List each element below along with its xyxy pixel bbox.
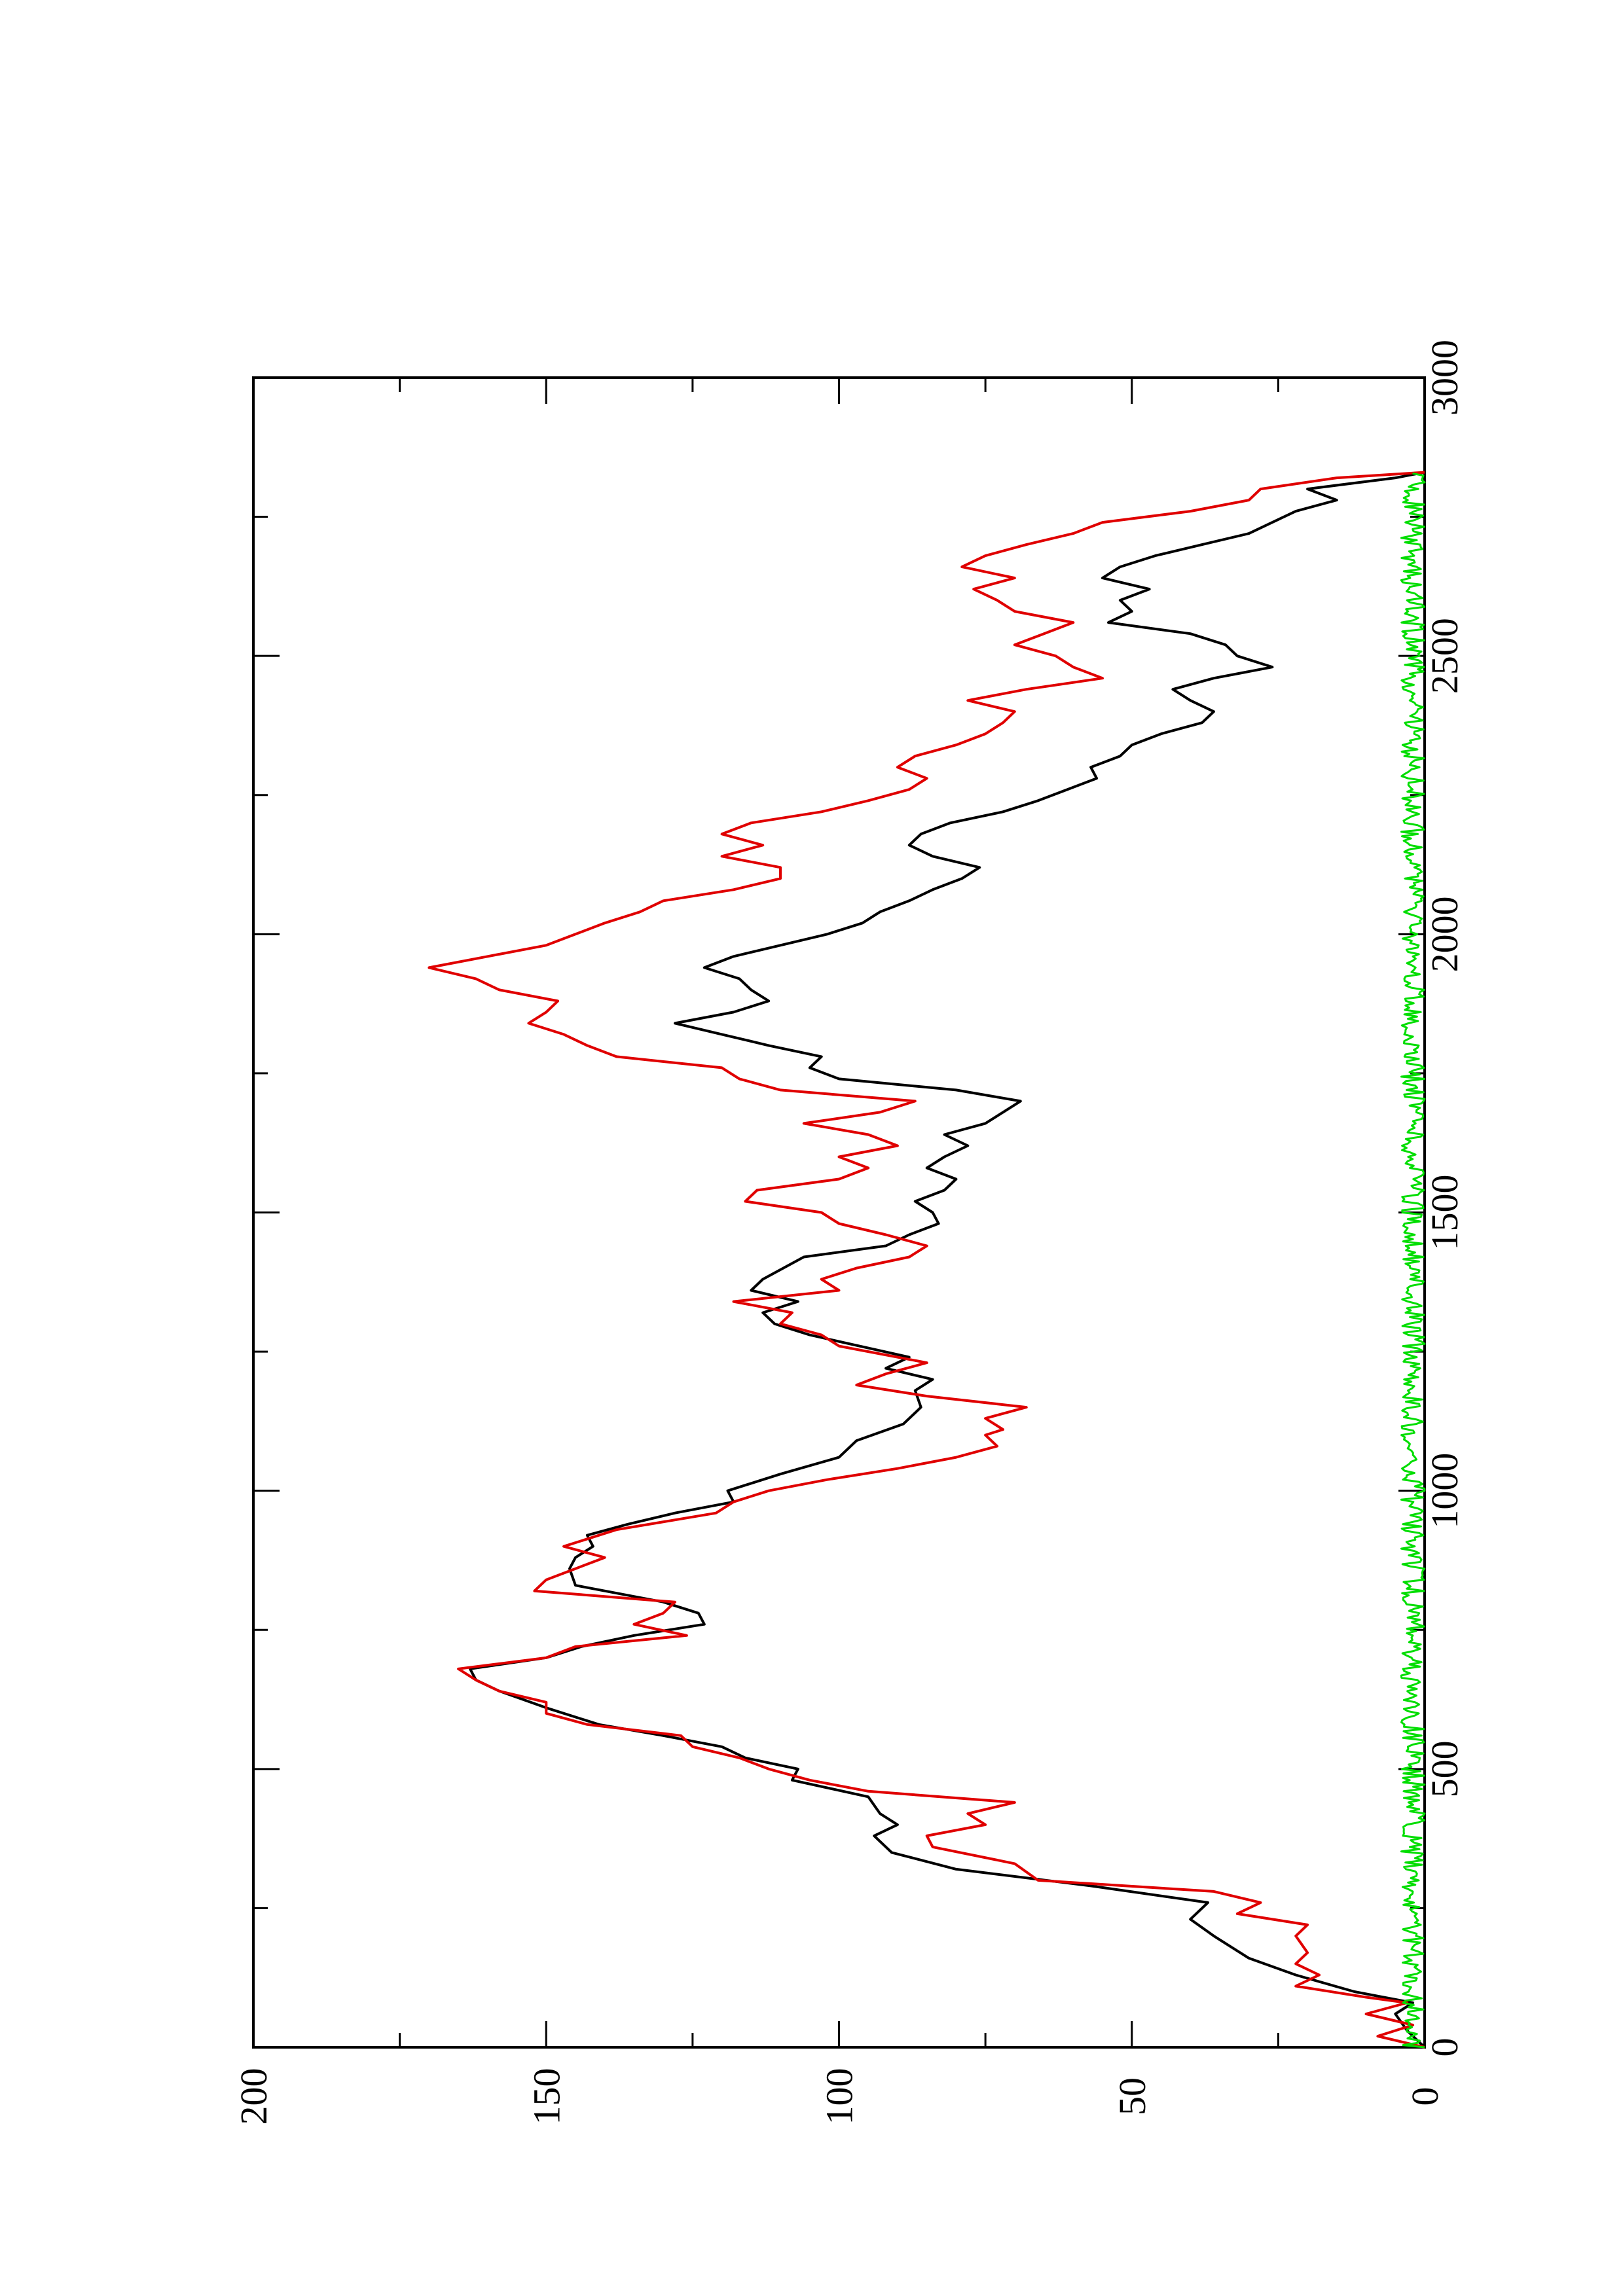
x-tick-label: 0 [1423,2038,1466,2057]
x-tick-label: 2000 [1423,896,1466,972]
y-tick-label: 150 [525,2068,568,2125]
x-tick-label: 3000 [1423,340,1466,416]
y-tick-label: 0 [1404,2087,1446,2106]
x-tick-label: 1500 [1423,1175,1466,1251]
plot-frame [252,376,1426,2049]
x-tick-label: 500 [1423,1740,1466,1797]
y-tick-label: 50 [1111,2077,1154,2115]
series-line-2 [428,471,1425,2049]
y-tick-label: 200 [232,2068,275,2125]
series-line-1 [469,471,1426,2049]
x-tick-label: 2500 [1423,618,1466,694]
series-group [428,471,1426,2049]
axis-ticks [252,376,1426,2049]
tick-labels: 0 500 1000 1500 2000 2500 3000 0 50 100 150 200 [232,340,1466,2125]
series-line-3 [1400,472,1426,2049]
y-tick-label: 100 [818,2068,861,2125]
x-tick-label: 1000 [1423,1453,1466,1529]
